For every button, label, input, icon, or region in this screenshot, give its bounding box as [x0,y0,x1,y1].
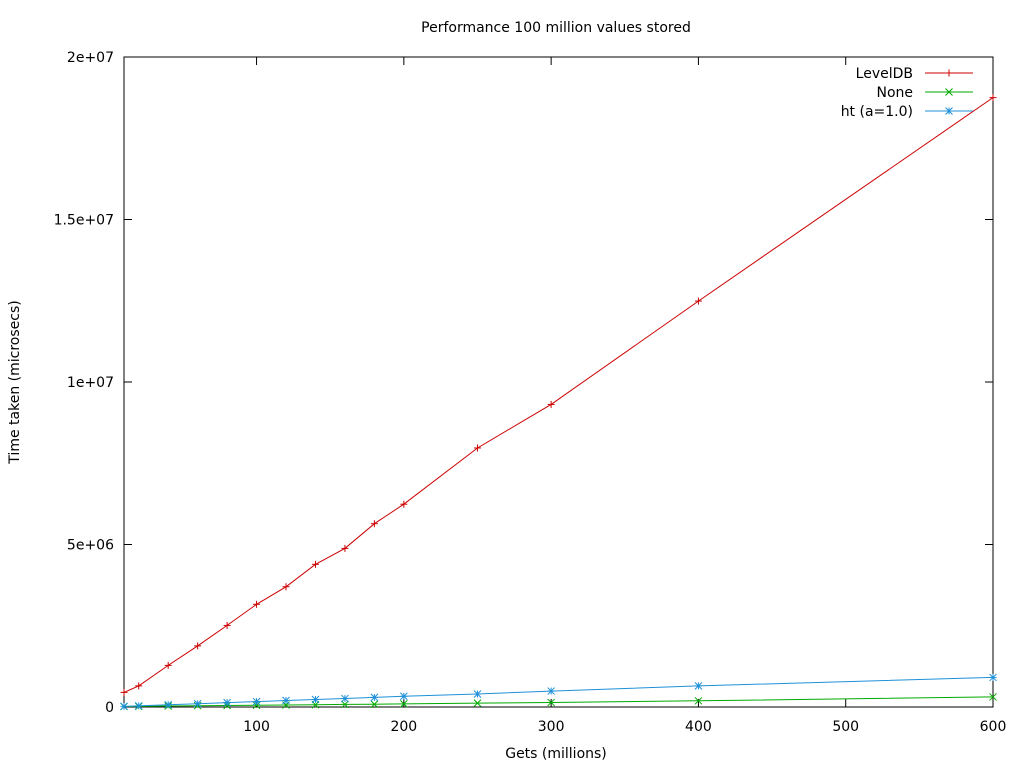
data-point-ht-a-1-0 [341,694,349,703]
marker-stroke [370,700,379,709]
axis-ticks: 100 200 300 400 500 600 0 5e+06 1e+07 1.5e+07 2e+0… [54,50,1007,735]
x-tick-label: 600 [980,719,1007,735]
marker-stroke [945,88,953,96]
data-point-ht-a-1-0 [134,702,143,710]
marker-stroke [694,682,703,690]
legend-marker [945,107,953,115]
data-point-ht-a-1-0 [223,698,231,707]
y-tick-label: 1.5e+07 [54,213,114,229]
data-point-ht-a-1-0 [164,700,173,709]
marker-stroke [399,700,408,708]
chart-title: Performance 100 million values stored [421,20,691,36]
legend-label: ht (a=1.0) [841,104,913,120]
x-tick-label: 300 [538,719,565,735]
data-point-leveldb [694,297,702,305]
plot-border [123,56,994,708]
data-point-none [989,693,997,701]
data-point-ht-a-1-0 [282,696,290,705]
data-point-none [473,699,482,707]
legend-entry-none: None [876,85,973,101]
marker-stroke [341,694,349,703]
legend-entry-ht-a-1-0: ht (a=1.0) [841,104,973,120]
legend-marker [945,69,953,77]
x-tick-label: 400 [685,719,712,735]
marker-stroke [252,701,261,710]
x-axis-label: Gets (millions) [505,746,607,762]
data-point-none [252,701,261,710]
marker-stroke [399,692,408,701]
data-point-none [694,696,703,705]
marker-stroke [547,687,555,695]
data-point-ht-a-1-0 [193,699,202,708]
data-point-ht-a-1-0 [399,692,408,701]
x-tick-label: 500 [832,719,859,735]
data-point-ht-a-1-0 [547,687,555,695]
data-point-ht-a-1-0 [989,673,997,682]
marker-stroke [473,690,482,698]
data-point-none [547,698,555,707]
marker-stroke [252,697,261,706]
data-point-leveldb [989,94,997,102]
y-tick-label: 5e+06 [67,538,114,554]
marker-stroke [370,693,379,702]
marker-stroke [120,702,128,711]
data-point-ht-a-1-0 [694,682,703,690]
marker-stroke [989,673,997,682]
data-point-leveldb [370,520,378,528]
marker-stroke [341,700,349,709]
legend-label: None [876,85,913,101]
marker-stroke [989,693,997,701]
legend-entry-leveldb: LevelDB [856,66,973,82]
series-layer [120,94,997,711]
marker-stroke [311,695,320,704]
data-point-leveldb [400,500,408,508]
marker-stroke [694,696,703,705]
y-tick-label: 0 [105,700,114,716]
marker-stroke [945,107,953,115]
y-tick-label: 1e+07 [67,375,114,391]
data-point-leveldb [194,642,202,650]
data-point-leveldb [135,682,143,690]
data-point-leveldb [473,444,481,452]
data-point-leveldb [547,400,555,408]
legend-marker [945,88,953,96]
marker-stroke [193,699,202,708]
series-leveldb [120,94,997,696]
data-point-leveldb [120,688,128,696]
y-tick-label: 2e+07 [67,50,114,66]
x-tick-label: 100 [243,719,270,735]
series-none [120,693,997,711]
data-point-none [370,700,379,709]
marker-stroke [223,698,231,707]
data-point-ht-a-1-0 [252,697,261,706]
data-point-leveldb [253,600,261,608]
data-point-none [399,700,408,708]
data-point-ht-a-1-0 [311,695,320,704]
series-line-leveldb [123,97,994,693]
legend-label: LevelDB [856,66,913,82]
y-axis-label: Time taken (microsecs) [7,300,23,464]
data-point-leveldb [341,544,349,552]
plot-area [123,56,994,708]
data-point-ht-a-1-0 [370,693,379,702]
marker-stroke [473,699,482,707]
data-point-none [341,700,349,709]
series-ht-a-1-0 [120,673,997,711]
marker-stroke [547,698,555,707]
data-point-leveldb [282,583,290,591]
data-point-ht-a-1-0 [120,702,128,711]
data-point-ht-a-1-0 [473,690,482,698]
legend: LevelDB None ht (a=1.0) [841,66,973,120]
marker-stroke [164,700,173,709]
data-point-leveldb [164,661,172,669]
marker-stroke [282,696,290,705]
data-point-leveldb [311,560,319,568]
x-tick-label: 200 [390,719,417,735]
marker-stroke [134,702,143,710]
data-point-leveldb [223,621,231,629]
